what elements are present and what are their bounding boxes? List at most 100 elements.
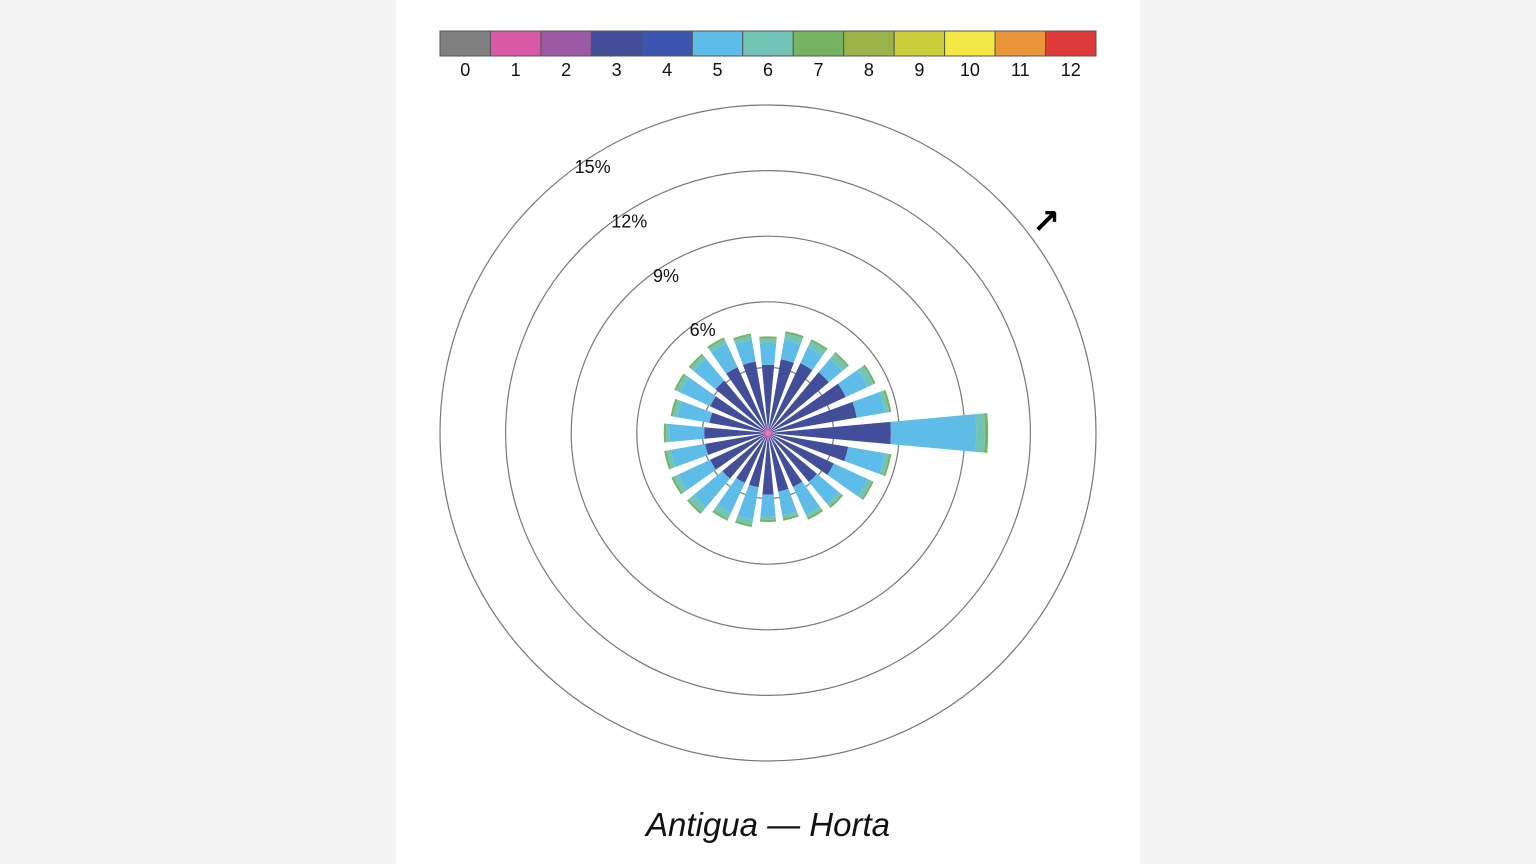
rose-sector-band [829,494,844,509]
rose-sector-band [784,333,803,345]
ring-label: 15% [575,157,611,177]
rose-sector-band [761,364,775,431]
rose-sector-band [818,358,843,383]
colorbar-tick-label: 11 [1011,60,1030,80]
rose-sector-band [735,339,756,365]
colorbar-tick-label: 0 [460,60,470,80]
rose-sector-band [861,480,874,501]
rose-sector-band [769,434,818,483]
colorbar: 0 1 2 3 4 5 6 7 8 9 10 11 12 [439,30,1097,80]
rose-sector-band [693,471,730,508]
rose-sector-band [782,514,799,521]
rose-sector-band [709,412,766,433]
rose-sector-band [770,401,857,433]
rose-sector-band [678,459,716,490]
rose-sector-band [770,434,834,475]
rose-sector-band [800,347,823,371]
rose-sector-band [676,374,690,393]
rose-sector-band [827,492,842,507]
colorbar-tick-label: 3 [612,60,622,80]
colorbar-tick-label: 9 [914,60,924,80]
rose-sector-band [705,433,766,456]
rose-sector-band [713,504,732,519]
rose-sector-band [808,473,839,504]
rose-sector-band [688,494,707,513]
rose-sector-band [785,331,804,339]
rose-sector-band [672,399,682,418]
colorbar-tick-label: 7 [813,60,823,80]
rose-sector-band [693,358,725,390]
rose-sector-band [852,392,885,418]
colorbar-tick-label: 10 [960,60,980,80]
rose-sector-band [688,353,704,369]
radial-ring [439,104,1097,762]
ring-label: 12% [611,211,647,231]
colorbar-swatch [944,30,996,57]
rose-sector-band [670,398,678,417]
rose-sector-band [760,494,776,517]
rose-sector-band [680,377,716,407]
rose-sector-band [782,511,798,519]
colorbar-tick-label: 2 [561,60,571,80]
rose-sector-band [805,506,822,518]
rose-sector-band [674,373,686,391]
rose-sector-band [863,364,876,385]
rose-sector-band [671,476,683,495]
rose-sector-band [722,434,767,479]
colorbar-swatch [742,30,794,57]
colorbar-swatch [489,30,542,57]
colorbar-swatch [893,30,946,57]
ring-labels: 6% 9% 12% 15% [575,157,716,340]
rose-sector-band [735,520,753,528]
rose-sector-band [670,443,709,468]
colorbar-swatch [994,30,1047,57]
rose-sector-band [710,434,766,470]
rose-sector-band [769,435,803,487]
colorbar-tick-label: 8 [864,60,874,80]
rose-sector-band [829,353,848,372]
colorbar-tick-label: 1 [511,60,521,80]
rose-sector-band [770,421,891,445]
rose-sector-band [770,383,846,432]
rose-sector-band [673,474,688,494]
colorbar-tick-label: 6 [763,60,773,80]
rose-sector-band [737,484,759,520]
rose-sector-band [780,339,801,363]
rose-sector-band [715,380,767,432]
colorbar-swatch [540,30,592,57]
rose-sector-band [827,463,868,497]
rose-sectors [663,331,989,528]
rose-sector-band [975,413,985,453]
rose-sector-band [778,488,797,516]
colorbar-tick-label: 5 [713,60,723,80]
colorbar-swatch [641,30,693,57]
ring-label: 6% [690,320,716,340]
rose-sector-band [879,390,890,413]
rose-sector-band [770,433,849,462]
rose-sector-band [735,515,754,526]
rose-sector-band [759,336,777,339]
rose-sector-band [733,335,752,345]
rose-sector-band [748,435,768,488]
rose-sector-band [759,338,777,344]
rose-sector-band [742,361,768,431]
rose-sector-band [669,424,705,442]
rose-sector-band [769,363,813,431]
rose-sector-band [844,446,885,474]
rose-sector-band [762,435,774,495]
colorbar-tick-label: 4 [662,60,672,80]
rose-sector-band [726,367,767,431]
rose-sector-band [769,372,829,432]
colorbar-swatch [691,30,744,57]
rose-sector-band [879,453,890,476]
rose-sector-band [759,342,777,366]
rose-sector-band [677,401,713,423]
rose-sector-band [807,509,824,520]
rose-sector-band [768,435,789,492]
rose-sector-band [807,341,827,356]
rose-sector-band [768,359,794,431]
rose-sector-band [857,479,872,499]
rose-sector-band [664,450,672,470]
rose-sector-band [704,427,766,439]
